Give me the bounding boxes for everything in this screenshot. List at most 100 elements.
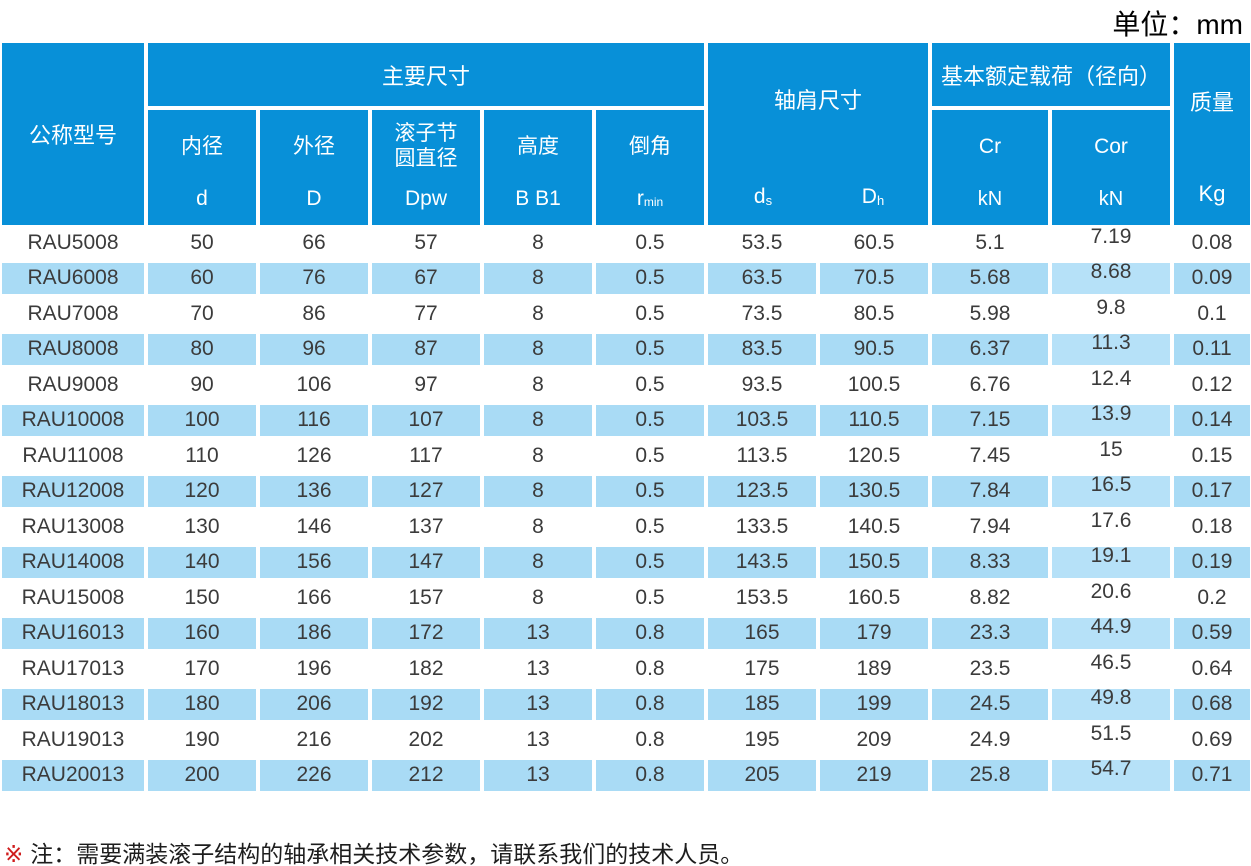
cell-text: 13.9 xyxy=(1090,402,1132,426)
cell-text: 5.98 xyxy=(969,301,1011,325)
cell-text: 186 xyxy=(296,621,332,645)
cell-text: 106 xyxy=(296,372,332,396)
cell-text: 8 xyxy=(532,550,544,574)
cell-text: 23.3 xyxy=(969,621,1011,645)
table-row: RAU13008 130 146 137 8 0.5 133.5 140.5 7.94 17.6 0… xyxy=(2,509,1250,545)
cell-text: 7.19 xyxy=(1090,224,1132,248)
value-cell: 13 xyxy=(484,651,592,687)
value-cell: 160 xyxy=(148,615,256,651)
value-cell: 205 xyxy=(708,757,816,793)
model-cell: RAU13008 xyxy=(2,509,144,545)
cell-text: RAU5008 xyxy=(27,230,119,254)
cell-text: 166 xyxy=(296,585,332,609)
table-row: RAU18013 180 206 192 13 0.8 185 199 24.5 49.8 0.68 xyxy=(2,686,1250,722)
cell-text: 24.9 xyxy=(969,727,1011,751)
table-body: RAU5008 50 66 57 8 0.5 53.5 60.5 5.1 7.19 0.08 RAU6… xyxy=(2,224,1250,793)
cell-text: 13 xyxy=(526,621,550,645)
value-cell: 8 xyxy=(484,225,592,261)
value-cell: 190 xyxy=(148,722,256,758)
cell-text: 0.12 xyxy=(1191,372,1233,396)
cell-text: 182 xyxy=(408,656,444,680)
value-cell: 0.17 xyxy=(1174,473,1250,509)
value-cell: 212 xyxy=(372,757,480,793)
header-height-label: 高度 xyxy=(517,135,559,158)
value-cell: 209 xyxy=(820,722,928,758)
header-pitch-label-line1: 滚子节 xyxy=(394,122,458,145)
header-dh-symbol: Dh xyxy=(818,185,928,209)
cell-text: 0.5 xyxy=(635,337,665,361)
cell-text: 0.5 xyxy=(635,443,665,467)
cell-text: 126 xyxy=(296,443,332,467)
value-cell: 0.08 xyxy=(1174,225,1250,261)
value-cell: 50 xyxy=(148,225,256,261)
cell-text: 136 xyxy=(296,479,332,503)
cell-text: 123.5 xyxy=(735,479,789,503)
cell-text: 8 xyxy=(532,301,544,325)
value-cell: 67 xyxy=(372,260,480,296)
value-cell: 120 xyxy=(148,473,256,509)
cell-text: 60 xyxy=(190,266,214,290)
cell-text: 7.15 xyxy=(969,408,1011,432)
cell-text: 7.84 xyxy=(969,479,1011,503)
value-cell: 8 xyxy=(484,331,592,367)
value-cell: 44.9 xyxy=(1052,615,1170,651)
header-outer-symbol: D xyxy=(306,186,322,210)
header-cor-unit: kN xyxy=(1098,188,1124,210)
cell-text: 0.71 xyxy=(1191,763,1233,787)
cell-text: 70.5 xyxy=(853,266,895,290)
cell-text: 87 xyxy=(414,337,438,361)
value-cell: 97 xyxy=(372,367,480,403)
header-cor-label: Cor xyxy=(1094,135,1128,158)
cell-text: 8.68 xyxy=(1090,260,1132,284)
value-cell: 120.5 xyxy=(820,438,928,474)
value-cell: 8 xyxy=(484,367,592,403)
cell-text: 83.5 xyxy=(741,337,783,361)
header-basic-load-rating: 基本额定载荷（径向） xyxy=(932,43,1170,106)
value-cell: 185 xyxy=(708,686,816,722)
value-cell: 63.5 xyxy=(708,260,816,296)
value-cell: 8.68 xyxy=(1052,260,1170,296)
value-cell: 70.5 xyxy=(820,260,928,296)
table-row: RAU19013 190 216 202 13 0.8 195 209 24.9 51.5 0.69 xyxy=(2,722,1250,758)
cell-text: RAU15008 xyxy=(21,585,125,609)
cell-text: 0.59 xyxy=(1191,621,1233,645)
model-cell: RAU7008 xyxy=(2,296,144,332)
value-cell: 6.37 xyxy=(932,331,1048,367)
cell-text: 120.5 xyxy=(847,443,901,467)
value-cell: 107 xyxy=(372,402,480,438)
value-cell: 0.5 xyxy=(596,331,704,367)
cell-text: 8 xyxy=(532,372,544,396)
value-cell: 7.45 xyxy=(932,438,1048,474)
value-cell: 127 xyxy=(372,473,480,509)
value-cell: 100.5 xyxy=(820,367,928,403)
cell-text: 90 xyxy=(190,372,214,396)
cell-text: 206 xyxy=(296,692,332,716)
model-cell: RAU15008 xyxy=(2,580,144,616)
header-shoulder-symbols: ds Dh xyxy=(708,185,928,209)
footnote-marker: ※ xyxy=(4,841,24,866)
value-cell: 130.5 xyxy=(820,473,928,509)
table-row: RAU7008 70 86 77 8 0.5 73.5 80.5 5.98 9.8 0.1 xyxy=(2,296,1250,332)
value-cell: 0.8 xyxy=(596,651,704,687)
cell-text: 165 xyxy=(744,621,780,645)
dh-symbol-sub: h xyxy=(876,193,885,208)
cell-text: 212 xyxy=(408,763,444,787)
cell-text: 0.19 xyxy=(1191,550,1233,574)
cell-text: RAU10008 xyxy=(21,408,125,432)
table-row: RAU9008 90 106 97 8 0.5 93.5 100.5 6.76 12.4 0.12 xyxy=(2,367,1250,403)
cell-text: 113.5 xyxy=(736,443,788,467)
cell-text: 8 xyxy=(532,230,544,254)
cell-text: RAU17013 xyxy=(21,656,125,680)
value-cell: 110 xyxy=(148,438,256,474)
cell-text: 8.82 xyxy=(969,585,1011,609)
value-cell: 150 xyxy=(148,580,256,616)
value-cell: 8 xyxy=(484,473,592,509)
model-cell: RAU5008 xyxy=(2,225,144,261)
header-mass-unit: Kg xyxy=(1198,181,1226,206)
cell-text: 0.17 xyxy=(1191,479,1233,503)
cell-text: 97 xyxy=(414,372,438,396)
cell-text: 0.09 xyxy=(1191,266,1233,290)
value-cell: 87 xyxy=(372,331,480,367)
footnote: ※ 注：需要满装滚子结构的轴承相关技术参数，请联系我们的技术人员。 xyxy=(4,835,743,866)
value-cell: 206 xyxy=(260,686,368,722)
